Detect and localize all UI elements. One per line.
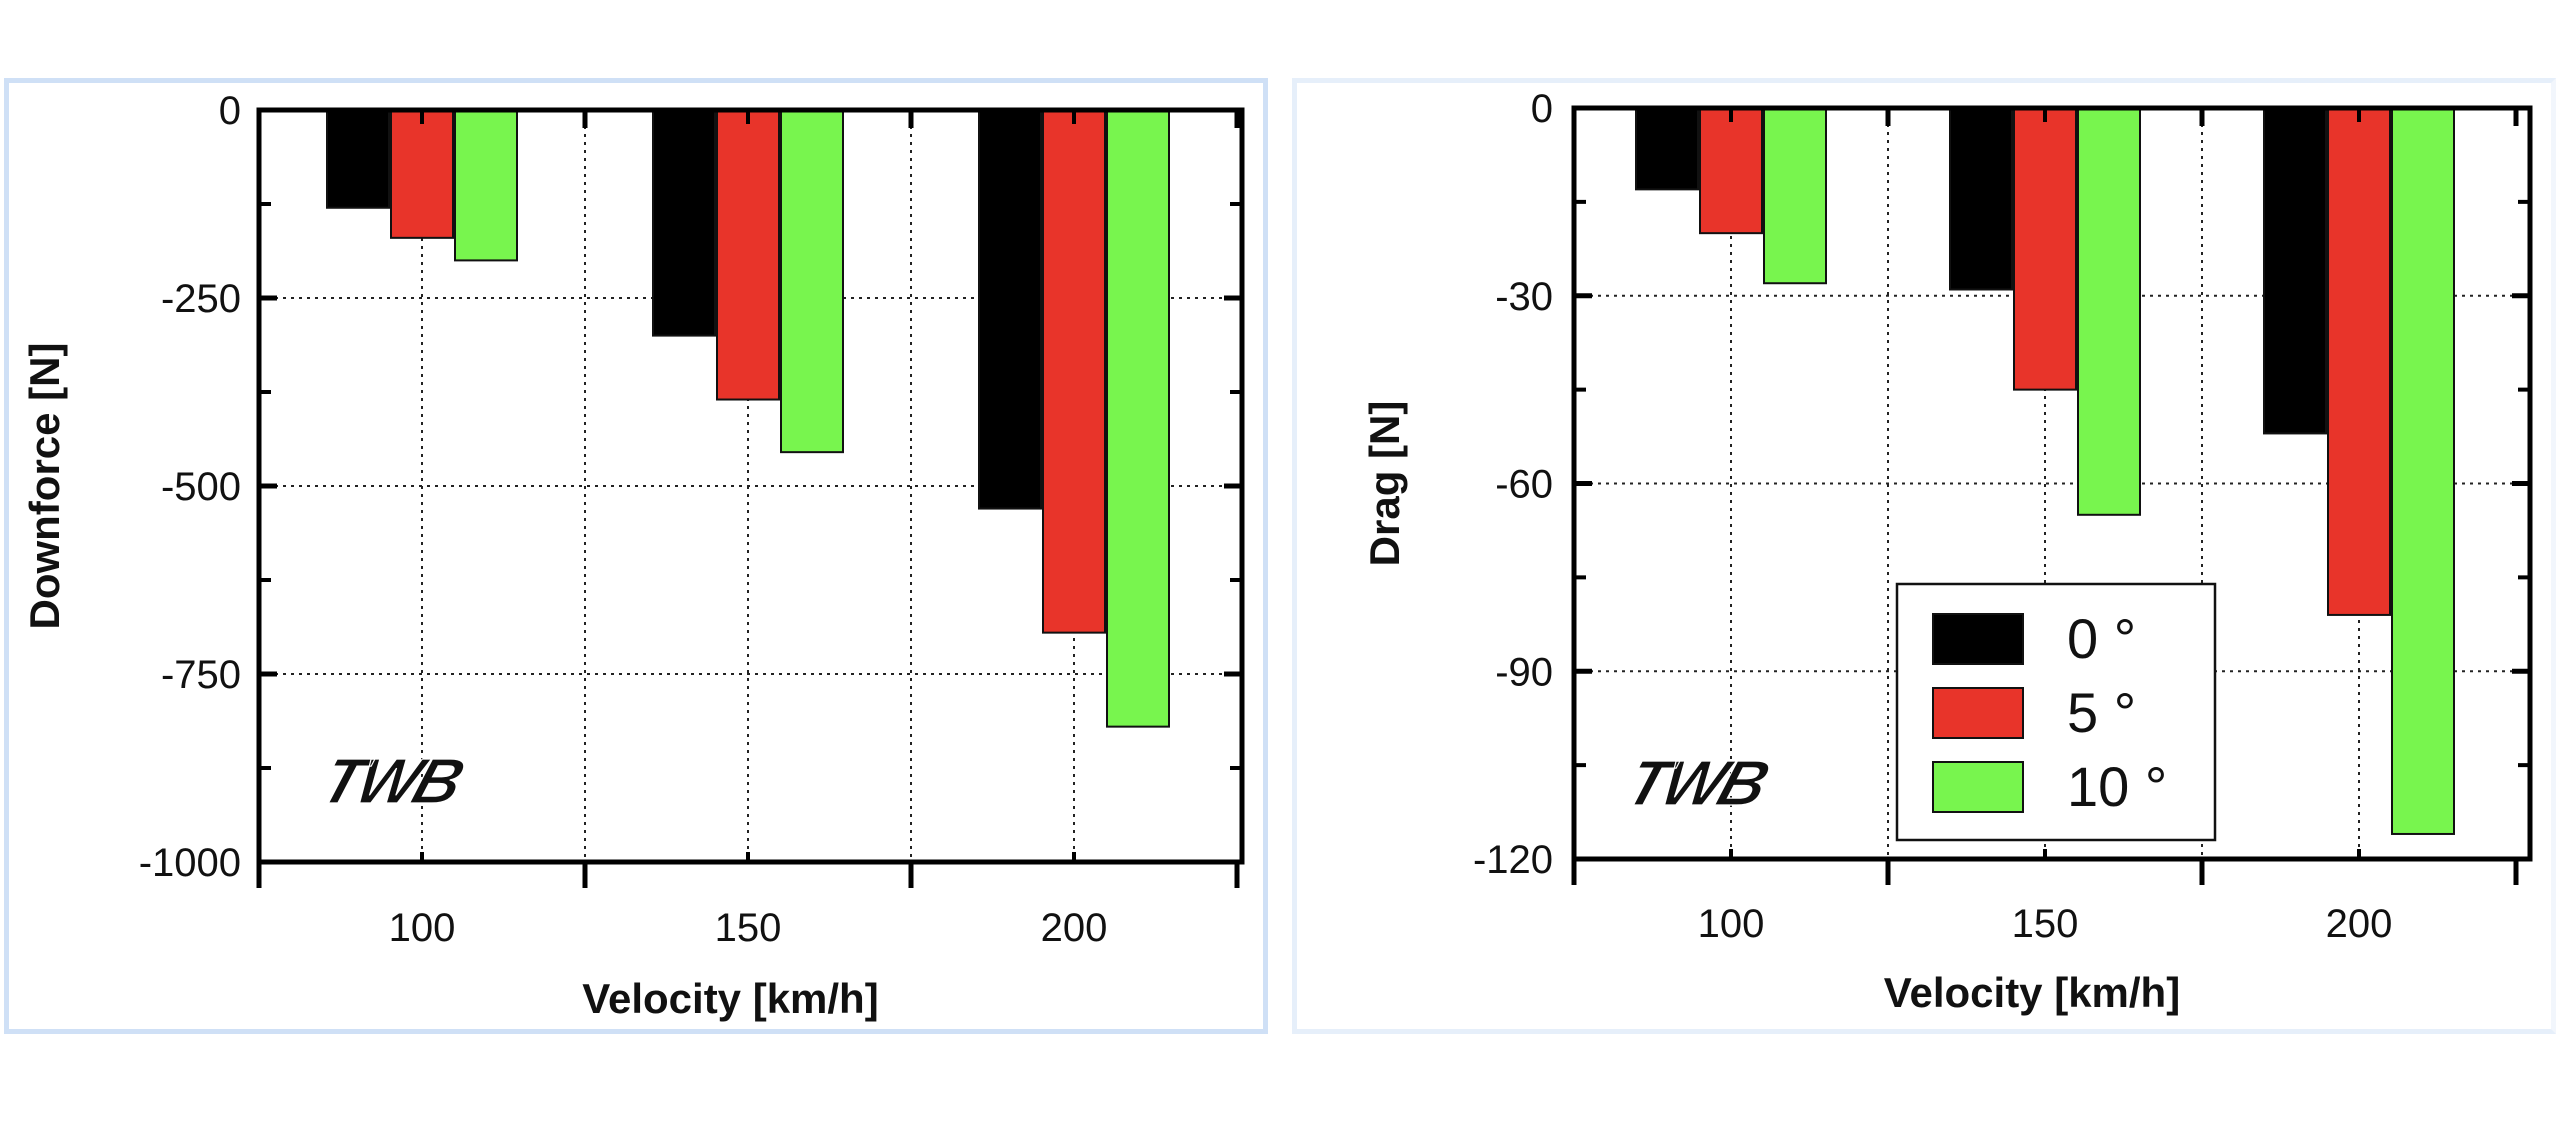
- x-axis-title: Velocity [km/h]: [1884, 969, 2180, 1016]
- bar-10deg-200: [2391, 107, 2455, 835]
- y-axis-ticks: 0 -250 -500 -750 -1000: [139, 89, 1242, 885]
- x-axis-ticks: 100 150 200: [1571, 108, 2519, 946]
- twb-logo: TWB: [1617, 747, 1777, 819]
- downforce-chart-panel: 0 -250 -500 -750 -1000 100 150 200 Velocity [km/…: [4, 78, 1268, 1034]
- bar-10deg-150: [2077, 107, 2141, 516]
- bar-10deg-200: [1106, 109, 1170, 728]
- y-tick-label: -750: [161, 653, 241, 697]
- legend-label: 0 °: [2067, 607, 2136, 670]
- twb-logo-text: TWB: [313, 745, 471, 816]
- bar-5deg-200: [2327, 107, 2391, 616]
- y-tick-label: -500: [161, 465, 241, 509]
- y-tick-label: -1000: [139, 841, 241, 885]
- y-tick-label: -120: [1473, 838, 1553, 882]
- bars: [326, 109, 1170, 728]
- bar-10deg-150: [780, 109, 844, 454]
- x-tick-label: 200: [2326, 902, 2393, 946]
- downforce-chart: 0 -250 -500 -750 -1000 100 150 200 Velocity [km/…: [21, 89, 1245, 1022]
- x-tick-label: 100: [1698, 902, 1765, 946]
- bar-10deg-100: [454, 109, 518, 262]
- x-tick-label: 200: [1041, 906, 1108, 950]
- twb-logo-text: TWB: [1618, 747, 1776, 818]
- bar-0deg-150: [652, 109, 716, 337]
- legend-swatch: [1932, 761, 2024, 813]
- bar-5deg-150: [716, 109, 780, 401]
- y-tick-label: -30: [1495, 275, 1553, 319]
- y-tick-label: -60: [1495, 463, 1553, 507]
- legend-label: 5 °: [2067, 681, 2136, 744]
- bars: [1635, 107, 2455, 835]
- legend: 0 ° 5 ° 10 °: [1895, 582, 2217, 842]
- legend-label: 10 °: [2067, 755, 2167, 818]
- y-axis-ticks: 0 -30 -60 -90 -120: [1473, 87, 2530, 882]
- bar-0deg-200: [978, 109, 1042, 510]
- x-tick-label: 150: [2012, 902, 2079, 946]
- bar-5deg-150: [2013, 107, 2077, 391]
- y-tick-label: 0: [1531, 87, 1553, 131]
- y-tick-label: -90: [1495, 650, 1553, 694]
- twb-logo: TWB: [312, 745, 472, 817]
- bar-0deg-100: [1635, 107, 1699, 191]
- legend-swatch: [1932, 687, 2024, 739]
- x-tick-label: 100: [389, 906, 456, 950]
- bar-0deg-200: [2263, 107, 2327, 435]
- bar-5deg-100: [390, 109, 454, 239]
- x-axis-ticks: 100 150 200: [256, 110, 1240, 950]
- bar-0deg-150: [1949, 107, 2013, 291]
- y-axis-title: Downforce [N]: [21, 343, 68, 630]
- bar-5deg-100: [1699, 107, 1763, 235]
- legend-swatch: [1932, 613, 2024, 665]
- bar-10deg-100: [1763, 107, 1827, 285]
- x-tick-label: 150: [715, 906, 782, 950]
- bar-5deg-200: [1042, 109, 1106, 634]
- y-tick-label: 0: [219, 89, 241, 133]
- x-axis-title: Velocity [km/h]: [582, 975, 878, 1022]
- drag-chart-panel: 0 -30 -60 -90 -120 100 150 200 Velocity [km/h] Dr…: [1292, 78, 2556, 1034]
- y-axis-title: Drag [N]: [1361, 401, 1408, 567]
- y-tick-label: -250: [161, 277, 241, 321]
- bar-0deg-100: [326, 109, 390, 209]
- drag-chart: 0 -30 -60 -90 -120 100 150 200 Velocity [km/h] Dr…: [1361, 87, 2533, 1016]
